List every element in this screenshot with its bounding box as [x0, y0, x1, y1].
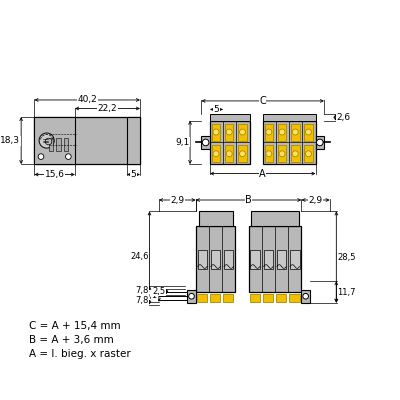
Bar: [290, 250, 300, 269]
Circle shape: [213, 129, 219, 135]
Bar: [198, 211, 232, 226]
Bar: [263, 114, 316, 121]
Bar: [265, 124, 273, 140]
Bar: [291, 145, 300, 162]
Text: C = A + 15,4 mm: C = A + 15,4 mm: [29, 321, 120, 331]
Circle shape: [316, 139, 323, 146]
Text: 7,8: 7,8: [135, 296, 148, 304]
Bar: [291, 124, 300, 140]
Bar: [210, 121, 250, 164]
Bar: [210, 114, 250, 121]
Bar: [250, 294, 260, 302]
Bar: [223, 294, 234, 302]
Text: A: A: [260, 168, 266, 178]
Bar: [264, 250, 273, 269]
Text: 11,7: 11,7: [337, 288, 356, 296]
Bar: [34, 117, 140, 164]
Text: C: C: [259, 96, 266, 106]
Text: 2,6: 2,6: [336, 113, 350, 122]
Bar: [302, 290, 310, 303]
Bar: [252, 211, 298, 226]
Circle shape: [38, 154, 44, 160]
Circle shape: [66, 154, 71, 160]
Bar: [56, 138, 61, 151]
Circle shape: [202, 139, 209, 146]
Text: 7,8: 7,8: [135, 286, 148, 295]
Text: 40,2: 40,2: [77, 96, 97, 104]
Bar: [248, 226, 302, 292]
Circle shape: [189, 294, 194, 299]
Text: 15,6: 15,6: [45, 170, 65, 179]
Bar: [304, 145, 313, 162]
Text: 18,3: 18,3: [0, 136, 20, 145]
Bar: [34, 117, 75, 164]
Circle shape: [213, 151, 219, 157]
Bar: [289, 294, 300, 302]
Bar: [278, 124, 286, 140]
Bar: [187, 290, 196, 303]
Text: 5,1: 5,1: [145, 291, 158, 300]
Circle shape: [226, 129, 232, 135]
Bar: [263, 294, 273, 302]
Bar: [265, 145, 273, 162]
Bar: [198, 250, 207, 269]
Bar: [238, 124, 247, 140]
Text: A = l. bieg. x raster: A = l. bieg. x raster: [29, 349, 130, 359]
Circle shape: [292, 151, 298, 157]
Bar: [201, 136, 210, 148]
Bar: [278, 145, 286, 162]
Bar: [250, 250, 260, 269]
Text: 22,2: 22,2: [98, 104, 117, 113]
Text: B = A + 3,6 mm: B = A + 3,6 mm: [29, 335, 114, 345]
Text: 9,1: 9,1: [175, 138, 189, 147]
Text: 28,5: 28,5: [337, 252, 356, 262]
Bar: [276, 294, 286, 302]
Bar: [127, 117, 140, 164]
Bar: [238, 145, 247, 162]
Bar: [224, 250, 234, 269]
Text: 5: 5: [130, 170, 136, 179]
Bar: [316, 136, 324, 148]
Bar: [197, 294, 207, 302]
Bar: [210, 294, 220, 302]
Circle shape: [266, 151, 272, 157]
Circle shape: [279, 129, 285, 135]
Bar: [212, 124, 220, 140]
Circle shape: [306, 129, 312, 135]
Text: 2,5: 2,5: [152, 287, 166, 296]
Bar: [263, 121, 316, 164]
Bar: [225, 145, 234, 162]
Bar: [304, 124, 313, 140]
Bar: [48, 138, 53, 151]
Bar: [225, 124, 234, 140]
Text: 2,9: 2,9: [308, 196, 323, 204]
Text: 2,9: 2,9: [170, 196, 184, 204]
Circle shape: [303, 294, 308, 299]
Circle shape: [266, 129, 272, 135]
Bar: [212, 145, 220, 162]
Circle shape: [39, 133, 54, 148]
Circle shape: [226, 151, 232, 157]
Circle shape: [306, 151, 312, 157]
Circle shape: [240, 151, 246, 157]
Circle shape: [292, 129, 298, 135]
Text: 24,6: 24,6: [130, 252, 148, 261]
Circle shape: [279, 151, 285, 157]
Circle shape: [240, 129, 246, 135]
Text: 5: 5: [214, 105, 219, 114]
Bar: [211, 250, 220, 269]
Circle shape: [45, 138, 52, 145]
Bar: [277, 250, 286, 269]
Bar: [196, 226, 235, 292]
Bar: [64, 138, 68, 151]
Text: B: B: [245, 195, 252, 205]
